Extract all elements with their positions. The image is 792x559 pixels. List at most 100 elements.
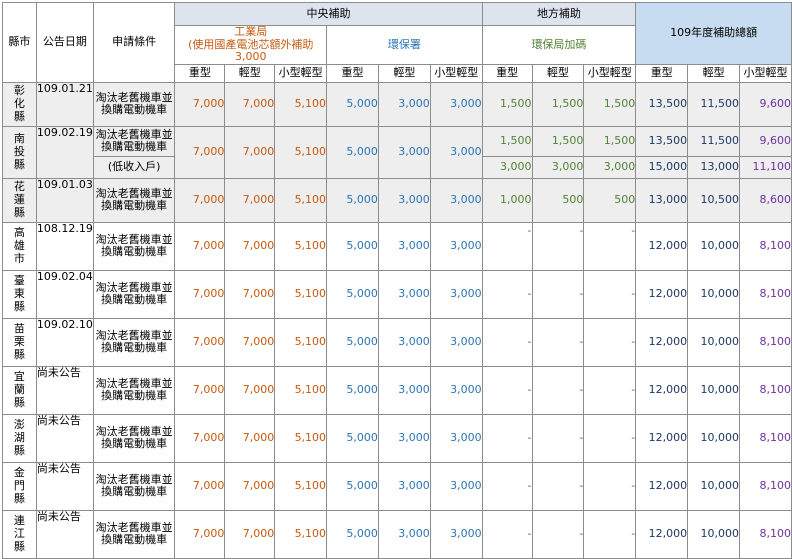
county-cell: 澎 湖 縣 (2, 413, 37, 463)
industry-subsidy-cell: 7,000 (224, 461, 276, 511)
epa-subsidy-cell: 5,000 (326, 317, 379, 367)
total-subsidy-cell: 13,500 (635, 81, 689, 127)
table-row: 宜 蘭 縣尚未公告 淘汰老舊機車並 換購電動機車 7,000 7,000 5,100 5,… (2, 365, 792, 415)
epa-subsidy-cell: 5,000 (326, 365, 379, 415)
total-subsidy-cell: 10,000 (687, 317, 741, 367)
local-subsidy-cell: - (531, 317, 585, 367)
header-epa: 環保署 (326, 25, 483, 65)
column-header-heavy: 重型 (481, 63, 533, 83)
industry-bureau-note: (使用國產電池芯額外補助3,000 (188, 37, 314, 64)
epa-subsidy-cell: 5,000 (326, 509, 379, 559)
total-subsidy-cell: 10,000 (687, 365, 741, 415)
total-subsidy-cell: 8,100 (739, 461, 792, 511)
epa-subsidy-cell: 5,000 (326, 221, 379, 271)
header-condition: 申請條件 (92, 2, 176, 83)
date-cell: 尚未公告 (35, 509, 94, 559)
column-header-heavy: 重型 (174, 63, 226, 83)
table-row: 高 雄 市 108.12.19 淘汰老舊機車並 換購電動機車 7,000 7,000 5,… (2, 221, 792, 271)
total-subsidy-cell: 8,600 (739, 177, 792, 223)
industry-subsidy-cell: 7,000 (174, 413, 226, 463)
date-cell: 109.01.03 (35, 177, 94, 223)
total-subsidy-cell: 8,100 (739, 365, 792, 415)
date-cell: 109.02.04 (35, 269, 94, 319)
total-subsidy-cell: 9,600 (739, 81, 792, 127)
epa-subsidy-cell: 5,000 (326, 177, 379, 223)
local-subsidy-cell: - (583, 221, 637, 271)
total-subsidy-cell: 10,000 (687, 413, 741, 463)
local-subsidy-cell: - (481, 509, 533, 559)
total-subsidy-cell: 13,500 (635, 125, 689, 157)
local-subsidy-cell: - (583, 365, 637, 415)
table-row: 苗 栗 縣 109.02.10 淘汰老舊機車並 換購電動機車 7,000 7,000 5,… (2, 317, 792, 367)
date-cell: 尚未公告 (35, 413, 94, 463)
local-subsidy-cell: 1,500 (531, 125, 585, 157)
local-subsidy-cell: 1,000 (481, 177, 533, 223)
header-county: 縣市 (2, 2, 37, 83)
table-row: 南 投 縣 109.02.19 淘汰老舊機車並 換購電動機車 7,000 7,000 5,… (2, 125, 792, 179)
total-subsidy-cell: 12,000 (635, 365, 689, 415)
industry-subsidy-cell: 5,100 (274, 413, 328, 463)
local-subsidy-cell: - (583, 461, 637, 511)
industry-subsidy-cell: 7,000 (224, 269, 276, 319)
local-subsidy-cell: - (531, 365, 585, 415)
condition-cell: 淘汰老舊機車並 換購電動機車 (92, 177, 176, 223)
local-subsidy-cell: - (481, 317, 533, 367)
condition-cell: 淘汰老舊機車並 換購電動機車 (92, 413, 176, 463)
column-header-small: 小型輕型 (429, 63, 483, 83)
industry-subsidy-cell: 7,000 (174, 509, 226, 559)
industry-subsidy-cell: 7,000 (174, 177, 226, 223)
epa-subsidy-cell: 3,000 (429, 317, 483, 367)
table-row: 金 門 縣尚未公告 淘汰老舊機車並 換購電動機車 7,000 7,000 5,100 5,… (2, 461, 792, 511)
local-subsidy-cell: - (531, 413, 585, 463)
local-subsidy-cell: 1,500 (531, 81, 585, 127)
total-subsidy-cell: 12,000 (635, 317, 689, 367)
industry-subsidy-cell: 5,100 (274, 269, 328, 319)
epa-subsidy-cell: 3,000 (377, 461, 431, 511)
industry-subsidy-cell: 5,100 (274, 125, 328, 179)
industry-subsidy-cell: 7,000 (224, 317, 276, 367)
industry-subsidy-cell: 7,000 (224, 509, 276, 559)
industry-subsidy-cell: 7,000 (174, 125, 226, 179)
epa-subsidy-cell: 3,000 (429, 365, 483, 415)
date-cell: 108.12.19 (35, 221, 94, 271)
table-row: 花 蓮 縣 109.01.03 淘汰老舊機車並 換購電動機車 7,000 7,000 5,… (2, 177, 792, 223)
date-cell: 尚未公告 (35, 461, 94, 511)
industry-subsidy-cell: 5,100 (274, 509, 328, 559)
total-subsidy-cell: 10,500 (687, 177, 741, 223)
local-subsidy-cell: - (531, 221, 585, 271)
industry-subsidy-cell: 7,000 (174, 317, 226, 367)
local-subsidy-cell: - (583, 269, 637, 319)
local-subsidy-cell: 500 (583, 177, 637, 223)
epa-subsidy-cell: 5,000 (326, 125, 379, 179)
condition-cell: 淘汰老舊機車並 換購電動機車 (92, 317, 176, 367)
total-subsidy-cell: 11,500 (687, 125, 741, 157)
local-subsidy-cell: 3,000 (481, 155, 533, 179)
header-date: 公告日期 (35, 2, 94, 83)
industry-subsidy-cell: 7,000 (224, 221, 276, 271)
total-subsidy-cell: 12,000 (635, 461, 689, 511)
total-subsidy-cell: 11,100 (739, 155, 792, 179)
industry-subsidy-cell: 7,000 (224, 125, 276, 179)
date-cell: 109.02.10 (35, 317, 94, 367)
epa-subsidy-cell: 3,000 (377, 221, 431, 271)
industry-subsidy-cell: 7,000 (224, 413, 276, 463)
total-subsidy-cell: 15,000 (635, 155, 689, 179)
header-total-subsidy: 109年度補助總額 (635, 2, 792, 65)
column-header-light: 輕型 (377, 63, 431, 83)
epa-subsidy-cell: 3,000 (429, 413, 483, 463)
date-cell: 109.01.21 (35, 81, 94, 127)
local-subsidy-cell: - (583, 317, 637, 367)
total-subsidy-cell: 12,000 (635, 221, 689, 271)
local-subsidy-cell: - (481, 461, 533, 511)
epa-subsidy-cell: 5,000 (326, 413, 379, 463)
column-header-light: 輕型 (531, 63, 585, 83)
industry-subsidy-cell: 5,100 (274, 317, 328, 367)
epa-subsidy-cell: 3,000 (429, 509, 483, 559)
total-subsidy-cell: 8,100 (739, 317, 792, 367)
local-subsidy-cell: - (481, 221, 533, 271)
county-cell: 苗 栗 縣 (2, 317, 37, 367)
industry-subsidy-cell: 7,000 (224, 81, 276, 127)
total-subsidy-cell: 8,100 (739, 509, 792, 559)
condition-cell: 淘汰老舊機車並 換購電動機車 (92, 365, 176, 415)
total-subsidy-cell: 9,600 (739, 125, 792, 157)
